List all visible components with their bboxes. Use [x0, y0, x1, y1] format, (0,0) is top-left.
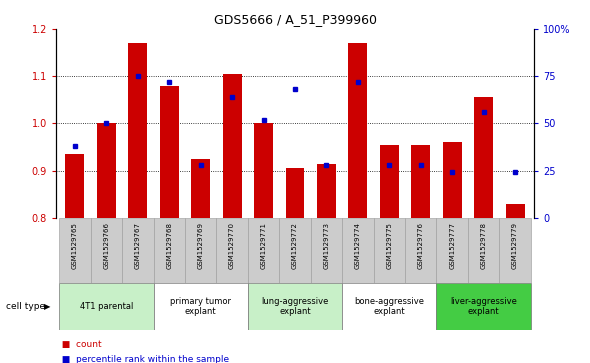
Bar [286, 168, 304, 218]
Text: GSM1529776: GSM1529776 [418, 223, 424, 269]
Bar [191, 159, 210, 218]
Bar [437, 218, 468, 283]
Text: GSM1529779: GSM1529779 [512, 223, 518, 269]
Text: GSM1529767: GSM1529767 [135, 223, 141, 269]
Bar [442, 142, 461, 218]
Text: GSM1529771: GSM1529771 [261, 223, 267, 269]
Text: GSM1529777: GSM1529777 [449, 223, 455, 269]
Text: GSM1529766: GSM1529766 [103, 223, 109, 269]
Bar [506, 204, 525, 218]
Bar [185, 218, 217, 283]
Bar [59, 283, 153, 330]
Text: ■  percentile rank within the sample: ■ percentile rank within the sample [56, 355, 229, 363]
Bar [248, 218, 279, 283]
Text: GSM1529773: GSM1529773 [323, 223, 329, 269]
Bar [59, 218, 91, 283]
Bar [468, 218, 499, 283]
Bar [153, 218, 185, 283]
Bar [129, 43, 148, 218]
Bar [248, 283, 342, 330]
Bar [279, 218, 311, 283]
Text: GSM1529772: GSM1529772 [292, 223, 298, 269]
Bar [373, 218, 405, 283]
Text: bone-aggressive
explant: bone-aggressive explant [355, 297, 424, 317]
Bar [405, 218, 437, 283]
Text: GSM1529768: GSM1529768 [166, 223, 172, 269]
Bar [380, 144, 399, 218]
Bar [411, 144, 430, 218]
Text: GSM1529774: GSM1529774 [355, 223, 361, 269]
Text: cell type: cell type [6, 302, 45, 311]
Text: liver-aggressive
explant: liver-aggressive explant [450, 297, 517, 317]
Bar [474, 97, 493, 218]
Bar [160, 86, 179, 218]
Bar [217, 218, 248, 283]
Bar [254, 123, 273, 218]
Bar [311, 218, 342, 283]
Bar [342, 218, 373, 283]
Bar [317, 163, 336, 218]
Bar [153, 283, 248, 330]
Bar [349, 43, 368, 218]
Bar [222, 74, 241, 218]
Text: primary tumor
explant: primary tumor explant [170, 297, 231, 317]
Text: GSM1529778: GSM1529778 [481, 223, 487, 269]
Bar [65, 154, 84, 218]
Text: lung-aggressive
explant: lung-aggressive explant [261, 297, 329, 317]
Text: ■  count: ■ count [56, 340, 101, 349]
Text: ▶: ▶ [44, 302, 50, 311]
Text: GSM1529770: GSM1529770 [229, 223, 235, 269]
Bar [342, 283, 437, 330]
Text: 4T1 parental: 4T1 parental [80, 302, 133, 311]
Text: GSM1529765: GSM1529765 [72, 223, 78, 269]
Bar [437, 283, 531, 330]
Bar [499, 218, 531, 283]
Text: GSM1529775: GSM1529775 [386, 223, 392, 269]
Title: GDS5666 / A_51_P399960: GDS5666 / A_51_P399960 [214, 13, 376, 26]
Bar [91, 218, 122, 283]
Bar [122, 218, 153, 283]
Bar [97, 123, 116, 218]
Text: GSM1529769: GSM1529769 [198, 223, 204, 269]
